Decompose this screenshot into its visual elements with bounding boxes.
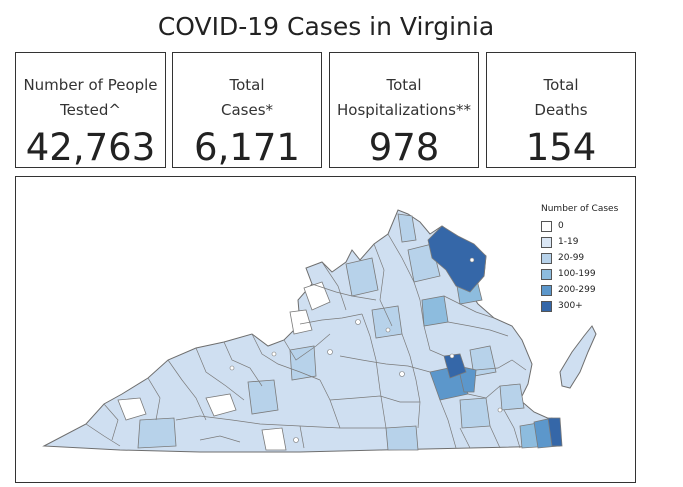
legend-item: 200-299: [541, 282, 618, 298]
city-dots: [229, 257, 503, 443]
legend-title: Number of Cases: [541, 204, 619, 214]
county-light-11: [459, 397, 491, 429]
legend-item: 0: [541, 218, 618, 234]
legend-item: 300+: [541, 298, 618, 314]
map-legend: Number of Cases 0 1-19 20-99 100-199 200…: [541, 204, 618, 314]
tested-label: Number of People Tested^: [23, 76, 158, 119]
county-light-5: [371, 305, 403, 339]
county-white-north: [303, 281, 331, 311]
county-white-sw: [261, 427, 287, 451]
cases-value: 6,171: [194, 126, 300, 169]
legend-label: 100-199: [558, 269, 596, 279]
county-top-coast: [547, 417, 563, 447]
cases-card: Total Cases* 6,171: [172, 52, 322, 169]
legend-label: 300+: [558, 301, 583, 311]
cases-label: Total Cases*: [220, 76, 274, 119]
tested-value: 42,763: [25, 126, 156, 169]
legend-item: 20-99: [541, 250, 618, 266]
county-light-4: [345, 257, 379, 297]
eastern-shore: [559, 325, 597, 389]
legend-item: 100-199: [541, 266, 618, 282]
deaths-label: Total Deaths: [534, 76, 588, 119]
county-light-3: [289, 345, 317, 381]
county-light-10: [499, 383, 525, 411]
county-top-nova: [427, 225, 487, 293]
hospitalizations-label: Total Hospitalizations**: [337, 76, 471, 119]
deaths-card: Total Deaths 154: [486, 52, 636, 169]
legend-label: 0: [558, 221, 564, 231]
county-mid-3: [421, 295, 449, 327]
legend-item: 1-19: [541, 234, 618, 250]
county-light-1: [137, 417, 177, 449]
hospitalizations-card: Total Hospitalizations** 978: [329, 52, 479, 169]
legend-label: 20-99: [558, 253, 585, 263]
county-shading: [117, 213, 563, 451]
hospitalizations-value: 978: [368, 126, 440, 169]
legend-swatch: [541, 252, 552, 264]
county-light-7: [385, 425, 419, 451]
page-title: COVID-19 Cases in Virginia: [157, 12, 495, 41]
deaths-value: 154: [525, 126, 597, 169]
legend-label: 1-19: [558, 237, 579, 247]
legend-swatch: [541, 268, 552, 280]
county-white-west-2: [289, 309, 313, 335]
legend-swatch: [541, 284, 552, 296]
county-white-west: [117, 397, 147, 421]
legend-swatch: [541, 300, 552, 312]
legend-label: 200-299: [558, 285, 596, 295]
county-light-8: [397, 213, 417, 243]
legend-swatch: [541, 220, 552, 232]
county-boundaries: [85, 233, 527, 449]
legend-swatch: [541, 236, 552, 248]
county-light-2: [247, 379, 279, 415]
county-top-richmond: [443, 353, 467, 379]
tested-card: Number of People Tested^ 42,763: [15, 52, 166, 169]
county-white-south: [205, 393, 237, 417]
